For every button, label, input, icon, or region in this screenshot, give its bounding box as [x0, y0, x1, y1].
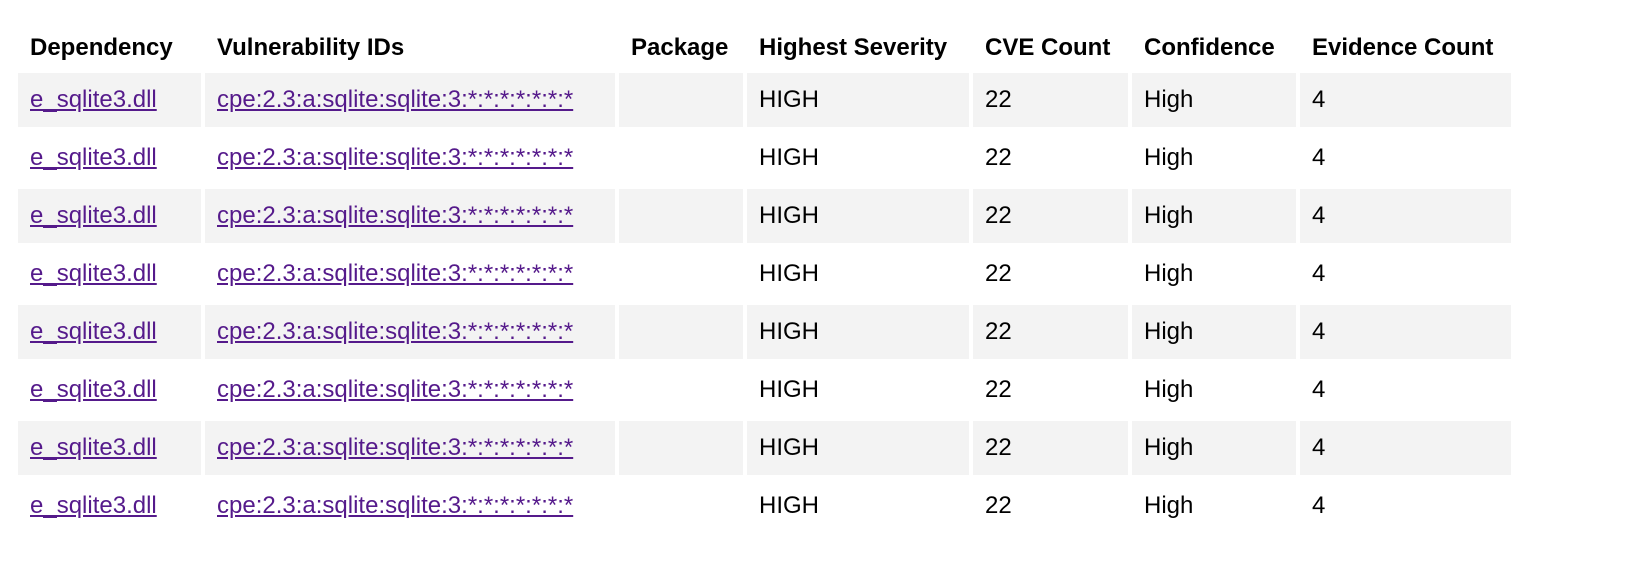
- table-row: e_sqlite3.dll cpe:2.3:a:sqlite:sqlite:3:*…: [18, 421, 1511, 475]
- dependency-link[interactable]: e_sqlite3.dll: [30, 260, 157, 287]
- vulnerability-id-link[interactable]: cpe:2.3:a:sqlite:sqlite:3:*:*:*:*:*:*:*: [217, 492, 574, 519]
- cell-dependency: e_sqlite3.dll: [18, 305, 201, 359]
- cell-vulnerability-ids: cpe:2.3:a:sqlite:sqlite:3:*:*:*:*:*:*:*: [205, 479, 615, 533]
- table-row: e_sqlite3.dll cpe:2.3:a:sqlite:sqlite:3:*…: [18, 131, 1511, 185]
- dependency-link[interactable]: e_sqlite3.dll: [30, 144, 157, 171]
- cell-confidence: High: [1132, 421, 1296, 475]
- vulnerability-id-link[interactable]: cpe:2.3:a:sqlite:sqlite:3:*:*:*:*:*:*:*: [217, 318, 574, 345]
- cell-confidence: High: [1132, 73, 1296, 127]
- cell-highest-severity: HIGH: [747, 131, 969, 185]
- vulnerability-id-link[interactable]: cpe:2.3:a:sqlite:sqlite:3:*:*:*:*:*:*:*: [217, 86, 574, 113]
- cell-package: [619, 189, 743, 243]
- cell-highest-severity: HIGH: [747, 305, 969, 359]
- header-confidence[interactable]: Confidence: [1144, 34, 1275, 61]
- cell-dependency: e_sqlite3.dll: [18, 363, 201, 417]
- header-evidence-count[interactable]: Evidence Count: [1312, 34, 1494, 61]
- cell-confidence: High: [1132, 189, 1296, 243]
- cell-dependency: e_sqlite3.dll: [18, 247, 201, 301]
- cell-package: [619, 363, 743, 417]
- table-row: e_sqlite3.dll cpe:2.3:a:sqlite:sqlite:3:*…: [18, 305, 1511, 359]
- dependency-link[interactable]: e_sqlite3.dll: [30, 318, 157, 345]
- cell-dependency: e_sqlite3.dll: [18, 479, 201, 533]
- cell-vulnerability-ids: cpe:2.3:a:sqlite:sqlite:3:*:*:*:*:*:*:*: [205, 305, 615, 359]
- cell-vulnerability-ids: cpe:2.3:a:sqlite:sqlite:3:*:*:*:*:*:*:*: [205, 73, 615, 127]
- cell-cve-count: 22: [973, 305, 1128, 359]
- cell-vulnerability-ids: cpe:2.3:a:sqlite:sqlite:3:*:*:*:*:*:*:*: [205, 421, 615, 475]
- vulnerability-id-link[interactable]: cpe:2.3:a:sqlite:sqlite:3:*:*:*:*:*:*:*: [217, 260, 574, 287]
- dependency-link[interactable]: e_sqlite3.dll: [30, 376, 157, 403]
- cell-highest-severity: HIGH: [747, 189, 969, 243]
- dependency-link[interactable]: e_sqlite3.dll: [30, 86, 157, 113]
- cell-vulnerability-ids: cpe:2.3:a:sqlite:sqlite:3:*:*:*:*:*:*:*: [205, 131, 615, 185]
- cell-evidence-count: 4: [1300, 305, 1511, 359]
- table-row: e_sqlite3.dll cpe:2.3:a:sqlite:sqlite:3:*…: [18, 479, 1511, 533]
- cell-confidence: High: [1132, 247, 1296, 301]
- header-vulnerability-ids[interactable]: Vulnerability IDs: [217, 34, 405, 61]
- cell-cve-count: 22: [973, 73, 1128, 127]
- cell-confidence: High: [1132, 305, 1296, 359]
- cell-package: [619, 131, 743, 185]
- cell-cve-count: 22: [973, 479, 1128, 533]
- cell-package: [619, 479, 743, 533]
- cell-package: [619, 305, 743, 359]
- cell-cve-count: 22: [973, 421, 1128, 475]
- header-highest-severity[interactable]: Highest Severity: [759, 34, 948, 61]
- dependency-link[interactable]: e_sqlite3.dll: [30, 202, 157, 229]
- cell-cve-count: 22: [973, 247, 1128, 301]
- vulnerability-id-link[interactable]: cpe:2.3:a:sqlite:sqlite:3:*:*:*:*:*:*:*: [217, 144, 574, 171]
- cell-package: [619, 421, 743, 475]
- cell-dependency: e_sqlite3.dll: [18, 189, 201, 243]
- cell-highest-severity: HIGH: [747, 73, 969, 127]
- cell-evidence-count: 4: [1300, 131, 1511, 185]
- cell-package: [619, 247, 743, 301]
- cell-dependency: e_sqlite3.dll: [18, 131, 201, 185]
- cell-package: [619, 73, 743, 127]
- cell-vulnerability-ids: cpe:2.3:a:sqlite:sqlite:3:*:*:*:*:*:*:*: [205, 189, 615, 243]
- cell-evidence-count: 4: [1300, 479, 1511, 533]
- cell-evidence-count: 4: [1300, 73, 1511, 127]
- table-row: e_sqlite3.dll cpe:2.3:a:sqlite:sqlite:3:*…: [18, 363, 1511, 417]
- cell-evidence-count: 4: [1300, 189, 1511, 243]
- vulnerability-id-link[interactable]: cpe:2.3:a:sqlite:sqlite:3:*:*:*:*:*:*:*: [217, 202, 574, 229]
- cell-confidence: High: [1132, 131, 1296, 185]
- cell-evidence-count: 4: [1300, 421, 1511, 475]
- cell-cve-count: 22: [973, 363, 1128, 417]
- vulnerability-id-link[interactable]: cpe:2.3:a:sqlite:sqlite:3:*:*:*:*:*:*:*: [217, 376, 574, 403]
- vulnerability-report: Dependency Vulnerability IDs Package Hig…: [18, 27, 1515, 537]
- cell-evidence-count: 4: [1300, 363, 1511, 417]
- table-row: e_sqlite3.dll cpe:2.3:a:sqlite:sqlite:3:*…: [18, 247, 1511, 301]
- cell-highest-severity: HIGH: [747, 479, 969, 533]
- cell-confidence: High: [1132, 479, 1296, 533]
- cell-vulnerability-ids: cpe:2.3:a:sqlite:sqlite:3:*:*:*:*:*:*:*: [205, 247, 615, 301]
- table-header-row: Dependency Vulnerability IDs Package Hig…: [18, 27, 1511, 69]
- cell-confidence: High: [1132, 363, 1296, 417]
- cell-dependency: e_sqlite3.dll: [18, 73, 201, 127]
- cell-vulnerability-ids: cpe:2.3:a:sqlite:sqlite:3:*:*:*:*:*:*:*: [205, 363, 615, 417]
- cell-highest-severity: HIGH: [747, 421, 969, 475]
- header-cve-count[interactable]: CVE Count: [985, 34, 1111, 61]
- cell-highest-severity: HIGH: [747, 247, 969, 301]
- header-package[interactable]: Package: [631, 34, 729, 61]
- cell-cve-count: 22: [973, 189, 1128, 243]
- cell-cve-count: 22: [973, 131, 1128, 185]
- cell-highest-severity: HIGH: [747, 363, 969, 417]
- table-row: e_sqlite3.dll cpe:2.3:a:sqlite:sqlite:3:*…: [18, 189, 1511, 243]
- dependency-link[interactable]: e_sqlite3.dll: [30, 434, 157, 461]
- header-dependency[interactable]: Dependency: [30, 34, 173, 61]
- dependency-link[interactable]: e_sqlite3.dll: [30, 492, 157, 519]
- vulnerability-id-link[interactable]: cpe:2.3:a:sqlite:sqlite:3:*:*:*:*:*:*:*: [217, 434, 574, 461]
- table-row: e_sqlite3.dll cpe:2.3:a:sqlite:sqlite:3:*…: [18, 73, 1511, 127]
- dependency-vulnerability-table: Dependency Vulnerability IDs Package Hig…: [14, 23, 1515, 537]
- cell-dependency: e_sqlite3.dll: [18, 421, 201, 475]
- cell-evidence-count: 4: [1300, 247, 1511, 301]
